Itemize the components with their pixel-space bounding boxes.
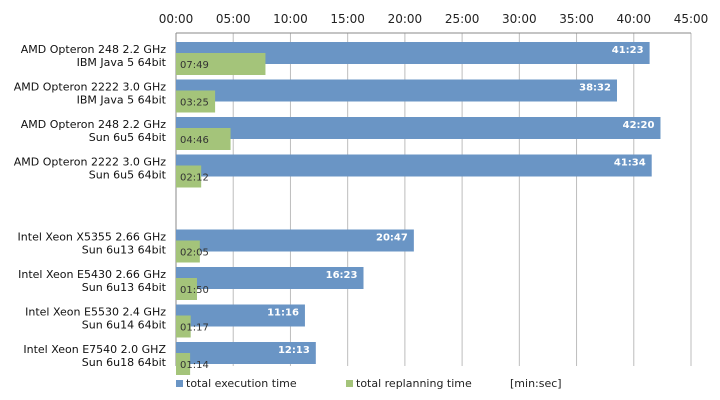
category-label-line1: Intel Xeon E5430 2.66 GHz xyxy=(18,268,166,281)
data-labels: 41:23 07:49 38:32 03:25 42:20 04:46 41:34 02:12… xyxy=(180,45,655,371)
x-tick-label: 35:00 xyxy=(559,12,594,26)
execution-time-bar xyxy=(176,229,414,252)
x-tick-label: 25:00 xyxy=(445,12,480,26)
category-label-line2: Sun 6u14 64bit xyxy=(82,318,167,331)
execution-time-label: 20:47 xyxy=(376,233,408,244)
execution-time-bar xyxy=(176,267,364,289)
x-tick-label: 05:00 xyxy=(216,12,251,26)
execution-time-label: 42:20 xyxy=(623,120,655,131)
execution-time-bar xyxy=(176,117,661,139)
replanning-time-bar xyxy=(176,165,202,188)
execution-time-bar xyxy=(176,42,650,64)
execution-time-label: 38:32 xyxy=(579,83,611,94)
category-label-line1: AMD Opteron 2222 3.0 GHz xyxy=(14,155,166,168)
execution-time-bar xyxy=(176,154,652,177)
legend-swatch-execution xyxy=(176,380,183,387)
x-tick-label: 10:00 xyxy=(273,12,308,26)
execution-time-bar xyxy=(176,304,305,327)
bars xyxy=(176,42,661,375)
x-tick-label: 20:00 xyxy=(388,12,423,26)
category-label-line2: Sun 6u13 64bit xyxy=(82,281,167,294)
replanning-time-label: 02:05 xyxy=(180,248,209,259)
replanning-time-label: 01:50 xyxy=(180,285,209,296)
execution-time-label: 41:23 xyxy=(612,45,644,56)
replanning-time-bar xyxy=(176,53,266,75)
category-label-line2: Sun 6u13 64bit xyxy=(82,243,167,256)
replanning-time-bar xyxy=(176,128,231,150)
legend-label-replanning: total replanning time xyxy=(356,377,472,390)
x-unit-label: [min:sec] xyxy=(510,377,562,390)
execution-time-bar xyxy=(176,342,316,364)
replanning-time-label: 07:49 xyxy=(180,60,209,71)
category-label-line1: Intel Xeon X5355 2.66 GHz xyxy=(18,230,167,243)
category-label-line1: Intel Xeon E5530 2.4 GHz xyxy=(25,305,166,318)
category-label-line2: IBM Java 5 64bit xyxy=(77,93,167,106)
x-tick-label: 30:00 xyxy=(502,12,537,26)
replanning-time-bar xyxy=(176,278,197,300)
legend-label-execution: total execution time xyxy=(186,377,297,390)
replanning-time-label: 03:25 xyxy=(180,98,209,109)
legend-swatch-replanning xyxy=(346,380,353,387)
x-axis-ticks: 00:00 05:00 10:00 15:00 20:00 25:00 30:00 35:00… xyxy=(159,12,709,26)
category-label-line1: Intel Xeon E7540 2.0 GHZ xyxy=(23,343,166,356)
category-label-line1: AMD Opteron 248 2.2 GHz xyxy=(21,43,166,56)
replanning-time-label: 04:46 xyxy=(180,135,209,146)
replanning-time-label: 01:17 xyxy=(180,323,209,334)
category-label-line2: Sun 6u5 64bit xyxy=(89,168,167,181)
category-label-line2: IBM Java 5 64bit xyxy=(77,56,167,69)
execution-time-label: 16:23 xyxy=(326,270,358,281)
x-tick-label: 45:00 xyxy=(674,12,709,26)
replanning-time-bar xyxy=(176,315,191,338)
replanning-time-label: 01:14 xyxy=(180,360,209,371)
category-label-line1: AMD Opteron 2222 3.0 GHz xyxy=(14,80,166,93)
replanning-time-bar xyxy=(176,90,216,113)
x-tick-label: 15:00 xyxy=(330,12,365,26)
replanning-time-bar xyxy=(176,353,191,375)
x-tick-label: 40:00 xyxy=(616,12,651,26)
execution-time-label: 41:34 xyxy=(614,158,646,169)
replanning-time-label: 02:12 xyxy=(180,173,209,184)
category-label-line2: Sun 6u18 64bit xyxy=(82,356,167,369)
category-label-line1: AMD Opteron 248 2.2 GHz xyxy=(21,118,166,131)
legend: total execution time total replanning tim… xyxy=(176,377,562,390)
execution-time-bar xyxy=(176,79,617,102)
execution-time-label: 11:16 xyxy=(267,308,299,319)
execution-time-label: 12:13 xyxy=(278,345,310,356)
x-tick-label: 00:00 xyxy=(159,12,194,26)
category-label-line2: Sun 6u5 64bit xyxy=(89,131,167,144)
replanning-time-bar xyxy=(176,240,200,263)
